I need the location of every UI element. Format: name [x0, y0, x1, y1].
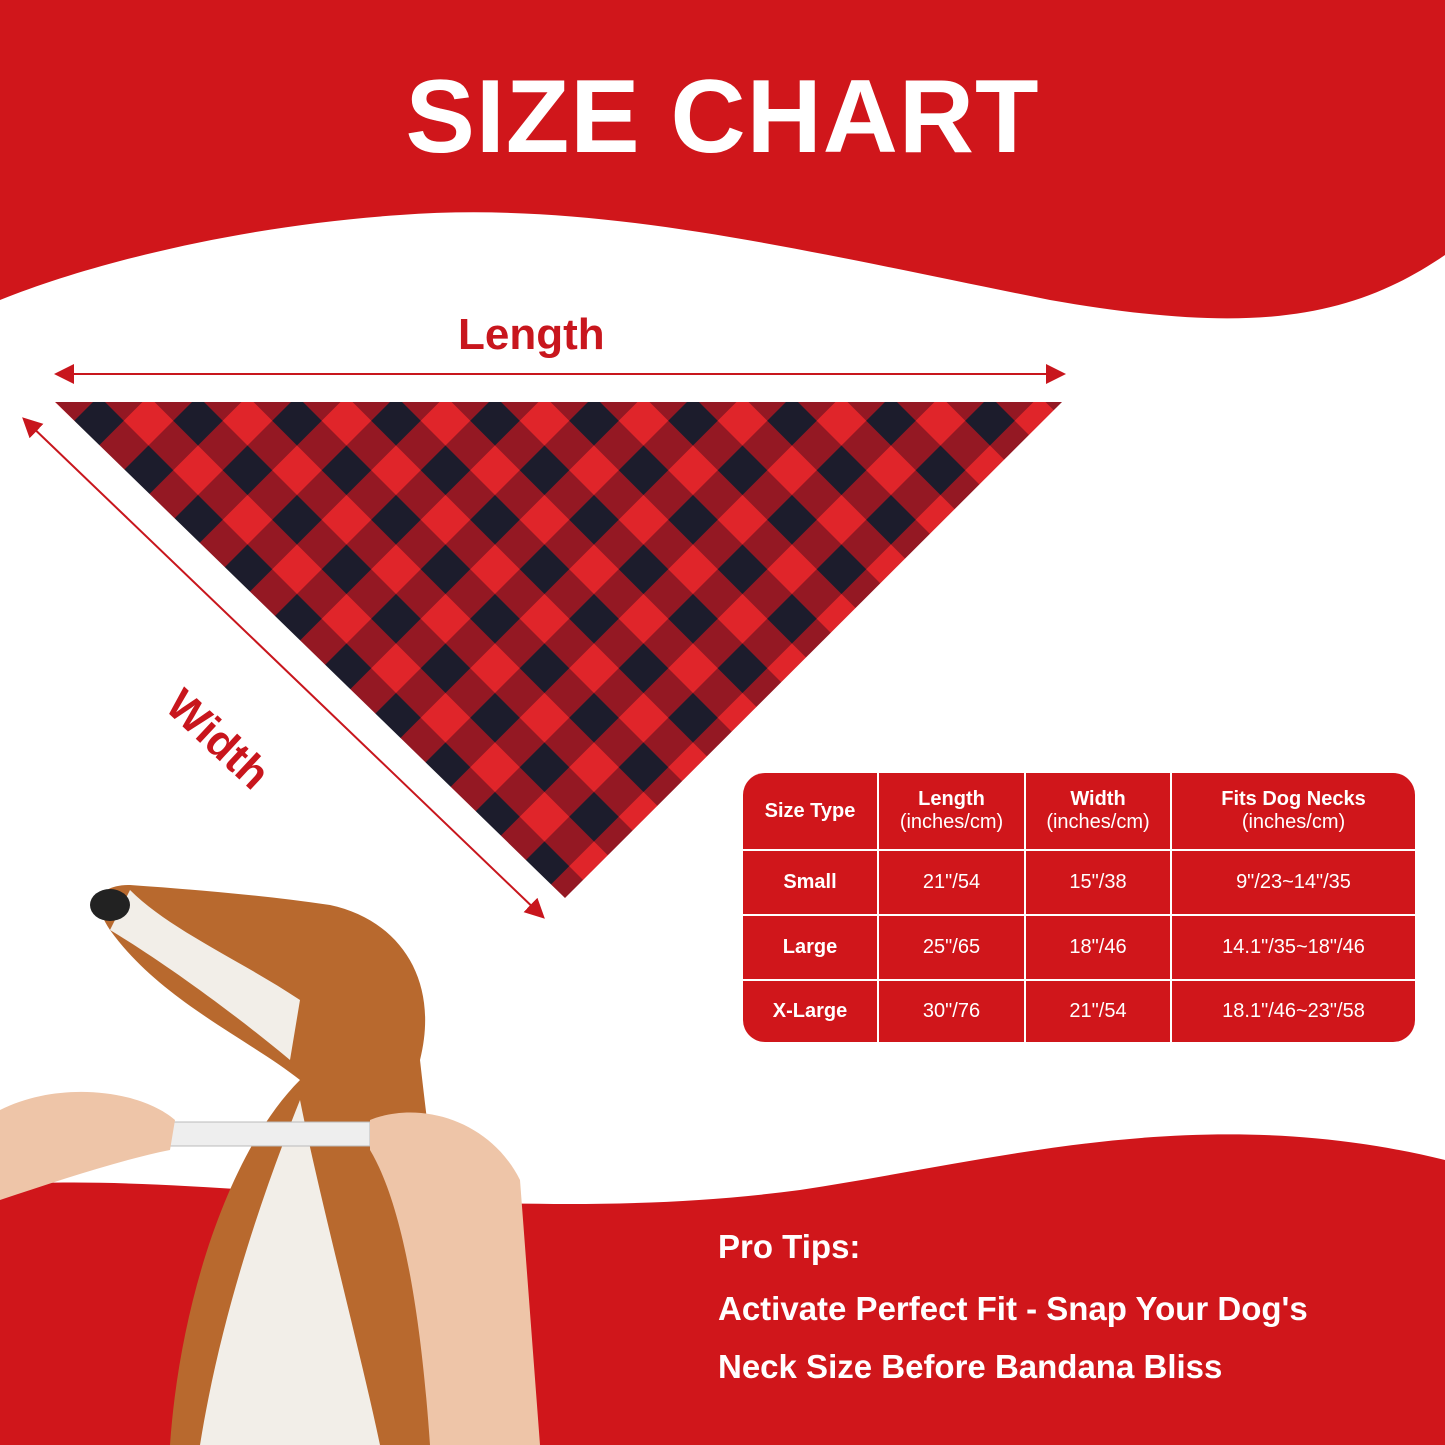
header-cell: Length (inches/cm) [877, 773, 1026, 851]
header-unit: (inches/cm) [899, 811, 1004, 833]
cell: 9"/23~14"/35 [1170, 849, 1415, 916]
cell: 30"/76 [877, 978, 1026, 1042]
page-title: SIZE CHART [405, 59, 1040, 175]
header-unit: (inches/cm) [1046, 811, 1150, 833]
dog-illustration [0, 885, 540, 1445]
cell: 18"/46 [1024, 913, 1172, 981]
pro-tips: Pro Tips: Activate Perfect Fit - Snap Yo… [718, 1228, 1308, 1386]
cell: 15"/38 [1024, 849, 1172, 916]
cell: 25"/65 [877, 913, 1026, 981]
table-row: X-Large 30"/76 21"/54 18.1"/46~23"/58 [743, 978, 1415, 1042]
cell: Large [743, 913, 879, 981]
table-row: Large 25"/65 18"/46 14.1"/35~18"/46 [743, 913, 1415, 981]
header-title: Size Type [764, 799, 856, 822]
header-title: Length [918, 788, 985, 810]
length-label: Length [458, 310, 605, 359]
cell: Small [743, 849, 879, 916]
cell: X-Large [743, 978, 879, 1042]
table-row: Small 21"/54 15"/38 9"/23~14"/35 [743, 849, 1415, 916]
header-unit: (inches/cm) [1241, 811, 1346, 833]
cell: 21"/54 [877, 849, 1026, 916]
top-red-wave [0, 0, 1445, 319]
width-arrow [22, 417, 545, 919]
tips-heading: Pro Tips: [718, 1228, 861, 1265]
header-title: Fits Dog Necks [1221, 788, 1366, 810]
tips-line: Activate Perfect Fit - Snap Your Dog's [718, 1290, 1308, 1327]
cell: 21"/54 [1024, 978, 1172, 1042]
tips-line: Neck Size Before Bandana Bliss [718, 1348, 1223, 1385]
header-title: Width [1070, 788, 1126, 810]
header-cell: Fits Dog Necks (inches/cm) [1170, 773, 1415, 851]
cell: 14.1"/35~18"/46 [1170, 913, 1415, 981]
cell: 18.1"/46~23"/58 [1170, 978, 1415, 1042]
size-table: Size Type Length (inches/cm) Width (inches… [743, 773, 1415, 1042]
header-cell: Size Type [743, 773, 879, 851]
table-header-row: Size Type Length (inches/cm) Width (inches… [743, 773, 1415, 851]
header-cell: Width (inches/cm) [1024, 773, 1172, 851]
